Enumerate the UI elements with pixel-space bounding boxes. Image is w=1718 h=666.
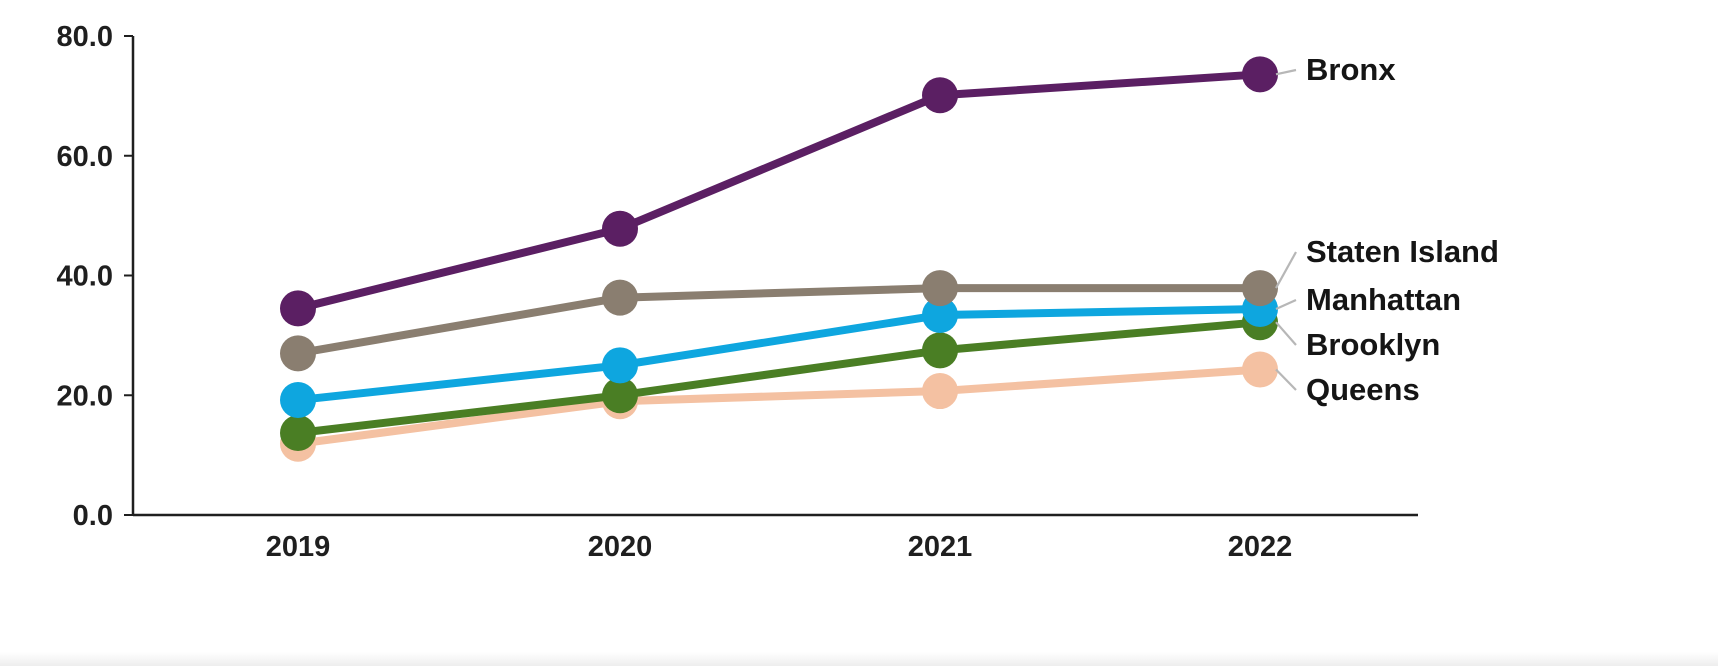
data-point-staten-island-2020: [602, 279, 638, 316]
y-axis-ticks: 0.0 20.0 40.0 60.0 80.0: [57, 21, 133, 532]
leader-line-brooklyn: [1275, 321, 1297, 346]
x-tick-label: 2021: [908, 531, 973, 563]
data-point-staten-island-2021: [922, 270, 958, 307]
series-label-bronx: Bronx: [1306, 52, 1396, 87]
series-bronx: [280, 56, 1278, 327]
y-tick-label: 60.0: [57, 141, 113, 173]
data-point-bronx-2022: [1242, 56, 1278, 93]
leader-line-queens: [1275, 368, 1297, 391]
data-point-brooklyn-2020: [602, 377, 638, 414]
series-label-manhattan: Manhattan: [1306, 282, 1461, 317]
data-point-staten-island-2022: [1242, 270, 1278, 307]
data-point-bronx-2021: [922, 77, 958, 114]
data-point-queens-2022: [1242, 351, 1278, 388]
leader-line-staten-island: [1275, 251, 1297, 289]
footer-fade: [0, 652, 1718, 666]
data-point-staten-island-2019: [280, 335, 316, 372]
series-labels: Bronx Staten Island Manhattan Brooklyn Queen…: [1275, 52, 1499, 407]
data-point-brooklyn-2019: [280, 414, 316, 451]
series-queens: [280, 351, 1278, 462]
x-tick-label: 2020: [588, 531, 653, 563]
leader-line-bronx: [1275, 68, 1297, 76]
y-tick-label: 40.0: [57, 261, 113, 293]
axes: 0.0 20.0 40.0 60.0 80.0 2019 2020 2021 2022: [57, 21, 1418, 563]
series-line-bronx: [294, 70, 1264, 313]
x-tick-label: 2019: [266, 531, 331, 563]
x-axis-ticks: 2019 2020 2021 2022: [266, 531, 1293, 563]
y-tick-label: 20.0: [57, 380, 113, 412]
series-label-staten-island: Staten Island: [1306, 234, 1499, 269]
data-point-queens-2021: [922, 373, 958, 410]
series-label-queens: Queens: [1306, 372, 1420, 407]
y-tick-label: 0.0: [73, 500, 113, 532]
series-line-queens: [294, 365, 1264, 448]
x-tick-label: 2022: [1228, 531, 1293, 563]
series-line-manhattan: [294, 305, 1264, 405]
series-staten-island: [280, 270, 1278, 372]
series-lines: [280, 56, 1278, 462]
leader-line-manhattan: [1275, 298, 1297, 311]
data-point-manhattan-2019: [280, 382, 316, 419]
data-point-bronx-2019: [280, 290, 316, 327]
series-line-staten-island: [294, 284, 1264, 358]
data-point-brooklyn-2021: [922, 332, 958, 369]
data-point-manhattan-2020: [602, 347, 638, 384]
data-point-manhattan-2021: [922, 297, 958, 334]
y-tick-label: 80.0: [57, 21, 113, 53]
series-manhattan: [280, 291, 1278, 419]
series-line-brooklyn: [294, 318, 1264, 437]
series-label-brooklyn: Brooklyn: [1306, 327, 1440, 362]
data-point-bronx-2020: [602, 210, 638, 247]
